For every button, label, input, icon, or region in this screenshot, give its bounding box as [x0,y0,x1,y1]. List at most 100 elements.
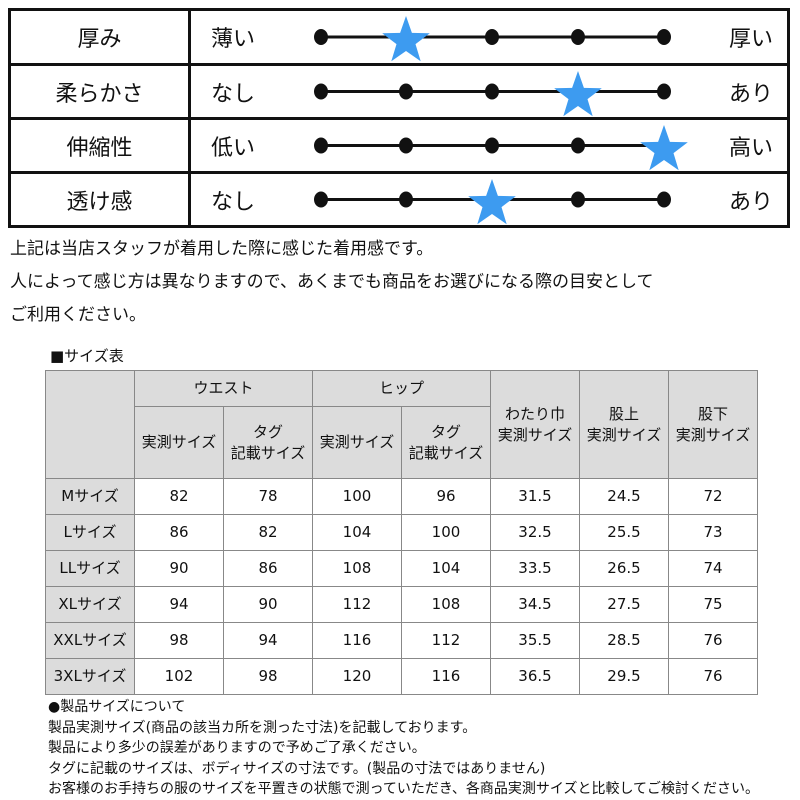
table-row: 3XLサイズ 102 98 120 116 36.5 29.5 76 [45,658,758,695]
corner-cell [45,370,135,479]
value-cell: 34.5 [490,586,580,623]
value-cell: 112 [401,622,491,659]
table-row: XXLサイズ 98 94 116 112 35.5 28.5 76 [45,622,758,659]
scale-dot [657,29,671,45]
feel-row: 伸縮性 低い 高い [11,117,787,171]
scale-dot [657,191,671,208]
value-cell: 72 [668,478,758,515]
size-table-title: ■サイズ表 [50,347,124,365]
rating-star-icon [468,179,516,225]
low-label: なし [211,81,256,107]
header-hip: ヒップ [312,370,491,407]
footer-line: 製品実測サイズ(商品の該当カ所を測った寸法)を記載しております。 [48,719,477,736]
feel-body: なし あり [191,66,787,117]
low-label: なし [211,189,256,215]
note-line: ご利用ください。 [10,305,146,325]
value-cell: 108 [312,550,402,587]
product-size-notes: ●製品サイズについて 製品実測サイズ(商品の該当カ所を測った寸法)を記載しており… [48,697,759,800]
value-cell: 24.5 [579,478,669,515]
scale-dot [657,83,671,100]
scale-dot [571,191,585,208]
header-waist-tag: タグ 記載サイズ [223,406,313,479]
scale-dot [314,137,328,154]
value-cell: 73 [668,514,758,551]
value-cell: 74 [668,550,758,587]
value-cell: 27.5 [579,586,669,623]
table-row: Lサイズ 86 82 104 100 32.5 25.5 73 [45,514,758,551]
table-row: LLサイズ 90 86 108 104 33.5 26.5 74 [45,550,758,587]
scale-dot [399,83,413,100]
value-cell: 120 [312,658,402,695]
header-inseam: 股下 実測サイズ [668,370,758,479]
table-row: Mサイズ 82 78 100 96 31.5 24.5 72 [45,478,758,515]
scale-dot [571,29,585,45]
footer-line: お客様のお手持ちの服のサイズを平置きの状態で測っていただき、各商品実測サイズと比… [48,781,760,797]
value-cell: 36.5 [490,658,580,695]
value-cell: 90 [223,586,313,623]
size-table: ウエスト ヒップ わたり巾 実測サイズ 股上 実測サイズ 股下 実測サイズ 実測サイズ… [45,370,758,695]
value-cell: 28.5 [579,622,669,659]
value-cell: 26.5 [579,550,669,587]
value-cell: 112 [312,586,402,623]
scale-dot [485,83,499,100]
scale-dot [314,83,328,100]
header-waist: ウエスト [134,370,313,407]
value-cell: 35.5 [490,622,580,659]
value-cell: 82 [134,478,224,515]
value-cell: 98 [223,658,313,695]
scale-dot [314,191,328,208]
footer-line: タグに記載のサイズは、ボディサイズの寸法です。(製品の寸法ではありません) [48,760,546,777]
feel-body: なし あり [191,174,787,225]
value-cell: 75 [668,586,758,623]
size-name-cell: LLサイズ [45,550,135,587]
value-cell: 76 [668,622,758,659]
value-cell: 78 [223,478,313,515]
value-cell: 100 [312,478,402,515]
feel-scale [314,71,671,117]
value-cell: 86 [134,514,224,551]
scale-dot [314,29,328,45]
header-hip-tag: タグ 記載サイズ [401,406,491,479]
header-hip-measured: 実測サイズ [312,406,402,479]
rating-star-icon [382,16,430,62]
size-name-cell: XLサイズ [45,586,135,623]
value-cell: 76 [668,658,758,695]
value-cell: 33.5 [490,550,580,587]
size-name-cell: Lサイズ [45,514,135,551]
feel-scale [314,16,671,62]
feel-row: 柔らかさ なし あり [11,63,787,117]
feel-scale [314,179,671,225]
value-cell: 90 [134,550,224,587]
feel-row: 厚み 薄い 厚い [11,11,787,63]
value-cell: 29.5 [579,658,669,695]
feel-label: 伸縮性 [11,120,191,171]
value-cell: 116 [401,658,491,695]
high-label: あり [728,189,773,215]
note-line: 人によって感じ方は異なりますので、あくまでも商品をお選びになる際の目安として [10,272,654,292]
low-label: 低い [211,135,256,161]
scale-dot [399,191,413,208]
feel-label: 厚み [11,11,191,63]
value-cell: 96 [401,478,491,515]
size-name-cell: 3XLサイズ [45,658,135,695]
fabric-feel-table: 厚み 薄い 厚い 柔らかさ なし あり 伸縮性 低い 高い 透け感 なし あり [8,8,790,228]
feel-row: 透け感 なし あり [11,171,787,225]
value-cell: 116 [312,622,402,659]
value-cell: 94 [223,622,313,659]
value-cell: 82 [223,514,313,551]
value-cell: 100 [401,514,491,551]
header-rise: 股上 実測サイズ [579,370,669,479]
feel-label: 透け感 [11,174,191,225]
feel-scale [314,125,688,171]
rating-star-icon [640,125,688,171]
low-label: 薄い [211,27,256,52]
value-cell: 104 [401,550,491,587]
scale-dot [571,137,585,154]
note-line: 上記は当店スタッフが着用した際に感じた着用感です。 [10,239,434,259]
footer-line: 製品により多少の誤差がありますので予めご了承ください。 [48,740,426,756]
size-name-cell: Mサイズ [45,478,135,515]
feel-notes: 上記は当店スタッフが着用した際に感じた着用感です。 人によって感じ方は異なります… [10,233,653,332]
header-thigh: わたり巾 実測サイズ [490,370,580,479]
high-label: 厚い [728,27,773,52]
size-name-cell: XXLサイズ [45,622,135,659]
